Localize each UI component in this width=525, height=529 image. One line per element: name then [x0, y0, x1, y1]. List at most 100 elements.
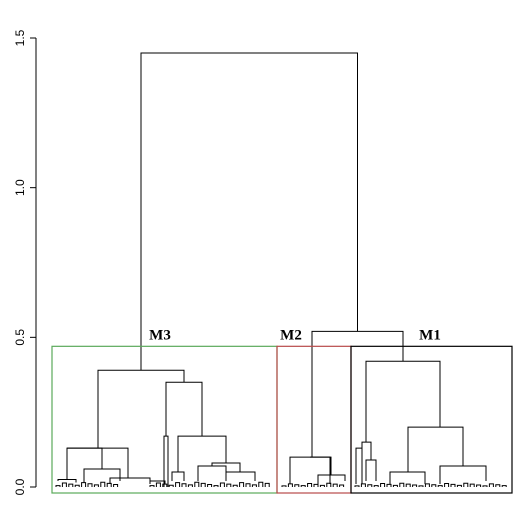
dendrogram-link — [431, 484, 437, 487]
dendrogram-link — [140, 52, 358, 371]
dendrogram-link — [168, 484, 174, 487]
dendrogram-link — [310, 456, 332, 476]
cluster-label-m1: M1 — [419, 327, 441, 343]
dendrogram-link — [380, 483, 386, 487]
dendrogram-link — [389, 471, 426, 485]
dendrogram-link — [360, 483, 366, 487]
dendrogram-link — [219, 482, 225, 487]
cluster-label-m3: M3 — [149, 327, 171, 343]
dendrogram-link — [239, 482, 245, 487]
dendrogram-link — [68, 483, 74, 487]
dendrogram-link — [162, 483, 168, 487]
dendrogram-link — [181, 483, 187, 487]
dendrogram-link — [197, 465, 227, 482]
dendrogram-link — [317, 474, 346, 485]
dendrogram-link — [251, 484, 257, 487]
dendrogram-link — [194, 481, 200, 487]
dendrogram-link — [163, 435, 169, 487]
dendrogram-link — [106, 482, 112, 487]
dendrogram-link — [354, 485, 360, 487]
dendrogram-link — [226, 483, 232, 487]
dendrogram-link — [175, 482, 181, 487]
dendrogram-link — [424, 483, 430, 487]
dendrogram-link — [495, 484, 501, 487]
dendrogram-link — [386, 483, 392, 487]
dendrogram-link — [57, 479, 77, 483]
dendrogram-link — [171, 471, 185, 482]
dendrogram-link — [501, 485, 507, 487]
dendrogram-link — [67, 447, 129, 479]
dendrogram-link — [149, 480, 166, 485]
dendrogram-link — [405, 483, 411, 487]
dendrogram-link — [307, 483, 313, 487]
dendrogram-link — [482, 485, 488, 487]
dendrogram-link — [287, 483, 293, 487]
dendrogram-link — [200, 482, 206, 487]
dendrogram-link — [187, 484, 193, 487]
dendrogram-link — [365, 459, 377, 482]
dendrogram-link — [439, 465, 487, 485]
dendrogram-link — [61, 482, 67, 487]
dendrogram-link — [469, 483, 475, 487]
cluster-label-m2: M2 — [280, 327, 302, 343]
dendrogram-link — [264, 482, 270, 487]
dendrogram-link — [289, 456, 331, 485]
dendrogram-link — [83, 468, 121, 483]
dendrogram-link — [177, 435, 227, 473]
dendrogram-link — [488, 483, 494, 487]
y-tick-label: 1.0 — [13, 179, 27, 196]
dendrogram-link — [258, 481, 264, 487]
dendrogram-link — [407, 426, 464, 473]
y-tick-label: 0.0 — [13, 478, 27, 495]
dendrogram-link — [355, 447, 363, 485]
dendrogram-link — [392, 484, 398, 487]
dendrogram-link — [207, 484, 213, 487]
dendrogram-link — [281, 485, 287, 487]
dendrogram-link — [100, 481, 106, 487]
dendrogram-link — [155, 482, 161, 487]
dendrogram-link — [326, 482, 332, 487]
dendrogram-link — [367, 484, 373, 487]
cluster-boxes — [51, 345, 513, 494]
dendrogram-link — [81, 482, 87, 487]
dendrogram-link — [399, 482, 405, 487]
dendrogram-link — [319, 484, 325, 487]
dendrogram-link — [361, 441, 372, 461]
dendrogram-link — [476, 484, 482, 487]
dendrogram-link — [225, 471, 256, 482]
dendrogram-link — [339, 484, 345, 487]
dendrogram-link — [418, 485, 424, 487]
dendrogram-link — [149, 485, 155, 487]
dendrogram-link — [165, 381, 203, 437]
dendrogram-link — [456, 484, 462, 487]
dendrogram-link — [311, 330, 404, 458]
dendrogram-link — [332, 483, 338, 487]
dendrogram-link — [213, 485, 219, 487]
dendrogram-link — [245, 483, 251, 487]
dendrogram-link — [313, 483, 319, 487]
y-tick-label: 1.5 — [13, 29, 27, 46]
dendrogram-link — [463, 482, 469, 487]
dendrogram-link — [450, 483, 456, 487]
cluster-box-m2 — [276, 345, 352, 494]
dendrogram-link — [109, 477, 151, 485]
dendrogram-link — [232, 484, 238, 487]
dendrogram-link — [113, 484, 119, 487]
dendrogram-link — [55, 485, 61, 487]
cluster-box-m1 — [350, 345, 513, 494]
dendrogram-link — [74, 484, 80, 487]
dendrogram-link — [412, 484, 418, 487]
y-axis: 0.0 0.5 1.0 1.5 — [13, 29, 37, 495]
dendrogram-link — [87, 483, 93, 487]
dendrogram-link — [444, 483, 450, 487]
dendrogram-link — [93, 484, 99, 487]
dendrogram-link — [294, 484, 300, 487]
dendrogram-link — [365, 360, 441, 443]
dendrogram-link — [373, 485, 379, 487]
y-tick-label: 0.5 — [13, 329, 27, 346]
dendrogram-link — [437, 485, 443, 487]
dendrogram-link — [300, 485, 306, 487]
cluster-labels: M3 M2 M1 — [149, 327, 441, 343]
dendrogram-tree — [55, 52, 507, 487]
